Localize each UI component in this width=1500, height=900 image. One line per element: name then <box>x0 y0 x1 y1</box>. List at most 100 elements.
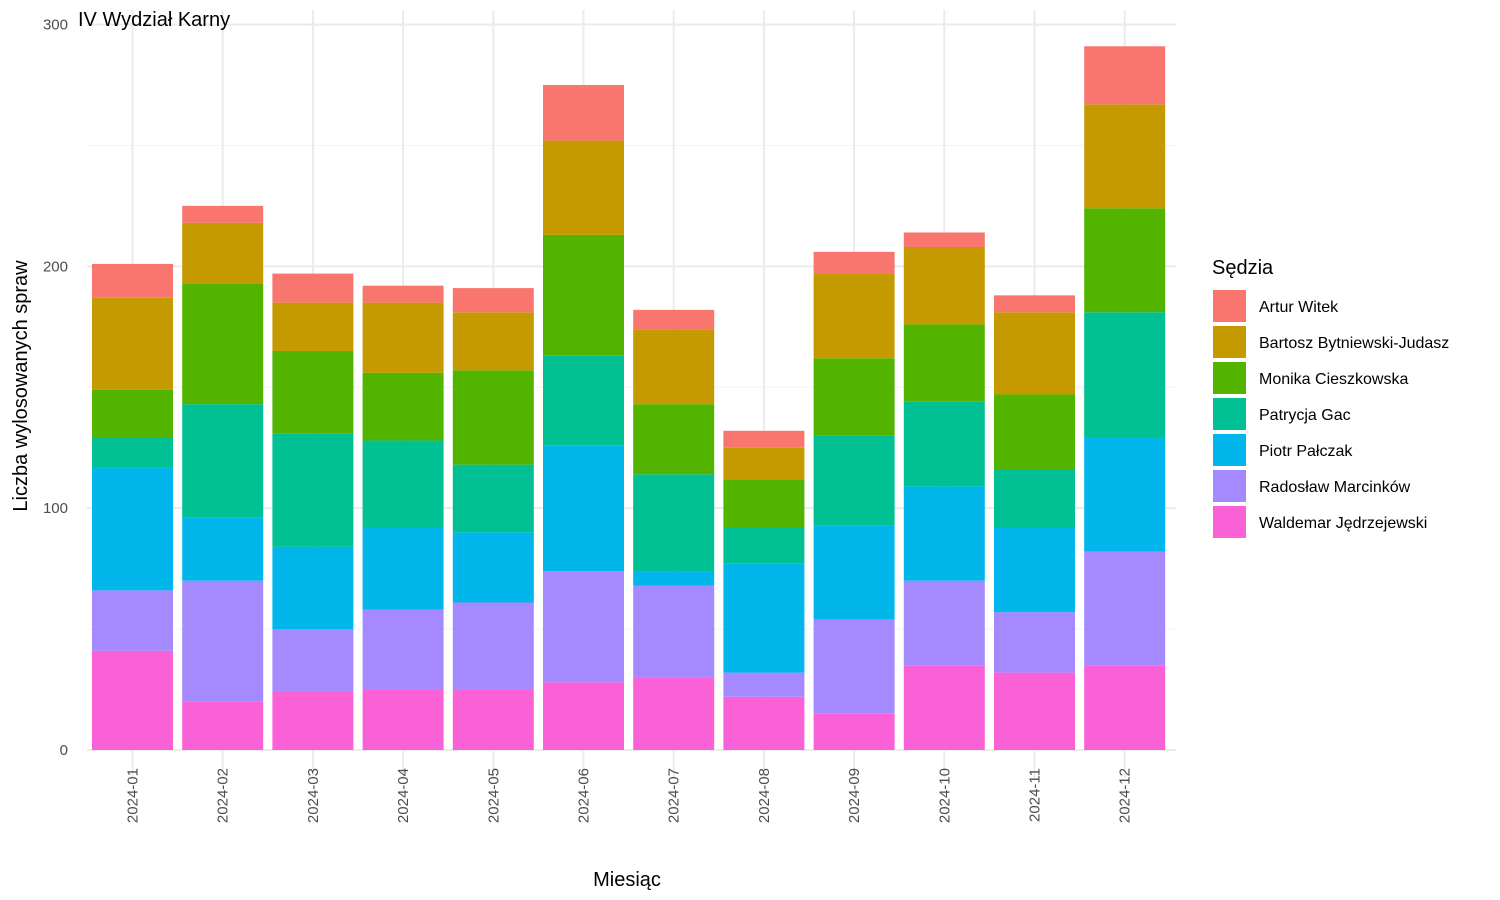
bar-segment <box>543 682 624 750</box>
bar-segment <box>723 696 805 750</box>
bar-segment <box>182 283 264 405</box>
bar-segment <box>452 532 534 603</box>
bar-segment <box>92 389 173 439</box>
bar-segment <box>362 302 444 373</box>
bar-segment <box>452 312 534 371</box>
legend-label: Radosław Marcinków <box>1259 479 1411 496</box>
bar-segment <box>362 689 444 750</box>
legend-title: Sędzia <box>1212 257 1274 279</box>
bar-segment <box>272 546 354 630</box>
bar-segment <box>272 433 354 547</box>
x-axis-title: Miesiąc <box>593 869 661 891</box>
bar-segment <box>362 609 444 690</box>
y-axis-title: Liczba wylosowanych spraw <box>10 260 32 512</box>
x-tick-label: 2024-02 <box>215 768 232 823</box>
x-tick-label: 2024-09 <box>846 768 863 823</box>
bar-segment <box>1084 312 1166 439</box>
bar-segment <box>1084 46 1166 105</box>
bar-segment <box>272 691 354 750</box>
x-tick-label: 2024-01 <box>125 768 142 823</box>
bar-segment <box>182 205 264 223</box>
x-axis-ticks: 2024-01 2024-02 2024-03 2024-04 2024-05 2024-… <box>125 768 1134 823</box>
bar-segment <box>813 273 895 359</box>
bar-segment <box>633 309 715 330</box>
legend: Sędzia Artur Witek Bartosz Bytniewski-Jud… <box>1212 257 1449 538</box>
y-tick-label: 300 <box>43 17 68 34</box>
bar-segment <box>994 469 1075 528</box>
bar-segment <box>723 563 805 673</box>
legend-label: Piotr Pałczak <box>1259 443 1353 460</box>
bar-segment <box>92 590 173 651</box>
bar-segment <box>813 251 895 274</box>
bar-segment <box>903 486 985 581</box>
bar-segment <box>543 571 624 683</box>
x-tick-label: 2024-06 <box>576 768 593 823</box>
bar-segment <box>452 288 534 313</box>
bar-segment <box>362 527 444 610</box>
legend-label: Waldemar Jędrzejewski <box>1259 515 1427 532</box>
x-tick-label: 2024-04 <box>395 768 412 823</box>
legend-swatch <box>1213 290 1246 322</box>
bar-segment <box>272 273 354 303</box>
bar-segment <box>723 447 805 480</box>
bar-segment <box>723 479 805 528</box>
bar-segment <box>543 355 624 446</box>
bar-segment <box>543 84 624 141</box>
bar-segment <box>633 677 715 750</box>
x-tick-label: 2024-12 <box>1117 768 1134 823</box>
legend-label: Bartosz Bytniewski-Judasz <box>1259 335 1449 352</box>
legend-swatch <box>1213 398 1246 430</box>
bar-segment <box>813 619 895 714</box>
bar-segment <box>92 650 173 750</box>
legend-swatch <box>1213 470 1246 502</box>
bar-segment <box>452 370 534 465</box>
bar-segment <box>994 612 1075 673</box>
bar-segment <box>182 701 264 750</box>
bar-segment <box>182 580 264 702</box>
bar-segment <box>903 401 985 487</box>
bar-segment <box>633 474 715 572</box>
bar-segment <box>994 527 1075 613</box>
bar-segment <box>543 445 624 572</box>
bar-segment <box>362 372 444 441</box>
y-axis-ticks: 0 100 200 300 <box>43 17 68 760</box>
bar-segment <box>272 629 354 692</box>
bars <box>92 46 1166 750</box>
bar-segment <box>633 404 715 475</box>
legend-swatch <box>1213 506 1246 538</box>
bar-segment <box>813 358 895 436</box>
bar-segment <box>723 672 805 697</box>
bar-segment <box>994 672 1075 750</box>
x-tick-label: 2024-10 <box>936 768 953 823</box>
legend-label: Artur Witek <box>1259 299 1339 316</box>
bar-segment <box>813 525 895 620</box>
bar-segment <box>92 263 173 298</box>
bar-segment <box>994 295 1075 313</box>
bar-segment <box>633 329 715 405</box>
bar-segment <box>1084 551 1166 666</box>
legend-swatch <box>1213 326 1246 358</box>
x-tick-label: 2024-05 <box>485 768 502 823</box>
legend-label: Patrycja Gac <box>1259 407 1351 424</box>
bar-segment <box>903 324 985 402</box>
bar-segment <box>543 234 624 356</box>
bar-segment <box>362 440 444 528</box>
bar-segment <box>92 438 173 468</box>
bar-segment <box>1084 104 1166 209</box>
y-tick-label: 100 <box>43 500 68 517</box>
bar-segment <box>452 464 534 533</box>
bar-segment <box>813 713 895 750</box>
legend-swatch <box>1213 362 1246 394</box>
chart-title: IV Wydział Karny <box>78 9 230 31</box>
y-tick-label: 200 <box>43 258 68 275</box>
bar-segment <box>272 302 354 351</box>
bar-segment <box>903 580 985 666</box>
bar-segment <box>182 517 264 581</box>
legend-label: Monika Cieszkowska <box>1259 371 1408 388</box>
bar-segment <box>1084 208 1166 313</box>
bar-segment <box>723 527 805 564</box>
bar-segment <box>1084 438 1166 552</box>
bar-segment <box>182 222 264 284</box>
bar-segment <box>362 285 444 303</box>
